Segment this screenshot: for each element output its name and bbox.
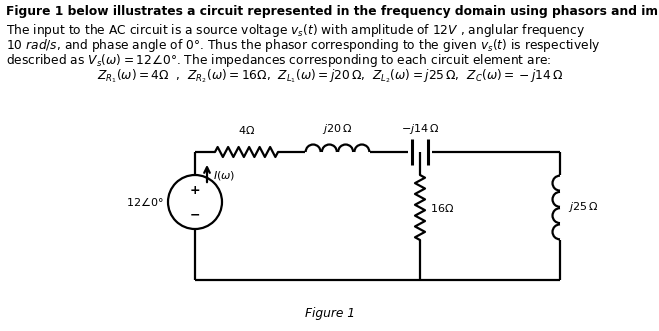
Text: $j25\,\Omega$: $j25\,\Omega$ — [568, 201, 598, 214]
Text: 10 $rad/s$, and phase angle of 0°. Thus the phasor corresponding to the given $v: 10 $rad/s$, and phase angle of 0°. Thus … — [6, 37, 600, 54]
Text: $16\Omega$: $16\Omega$ — [430, 202, 454, 213]
Text: Figure 1 below illustrates a circuit represented in the frequency domain using p: Figure 1 below illustrates a circuit rep… — [6, 5, 659, 18]
Text: $j20\,\Omega$: $j20\,\Omega$ — [322, 122, 353, 136]
Text: +: + — [190, 183, 200, 197]
Text: −: − — [190, 209, 200, 221]
Text: $Z_{R_1}(\omega) = 4\Omega$  ,  $Z_{R_2}(\omega) = 16\Omega$,  $Z_{L_1}(\omega) : $Z_{R_1}(\omega) = 4\Omega$ , $Z_{R_2}(\… — [97, 67, 563, 84]
Text: $-j14\,\Omega$: $-j14\,\Omega$ — [401, 122, 439, 136]
Text: described as $V_s(\omega) = 12\angle0°$. The impedances corresponding to each ci: described as $V_s(\omega) = 12\angle0°$.… — [6, 52, 552, 69]
Text: $4\Omega$: $4\Omega$ — [238, 124, 255, 136]
Text: Figure 1: Figure 1 — [305, 307, 355, 320]
Text: $I(\omega)$: $I(\omega)$ — [213, 168, 235, 181]
Text: The input to the AC circuit is a source voltage $v_s(t)$ with amplitude of 12$V$: The input to the AC circuit is a source … — [6, 22, 585, 39]
Text: $12\angle0°$: $12\angle0°$ — [127, 196, 164, 209]
